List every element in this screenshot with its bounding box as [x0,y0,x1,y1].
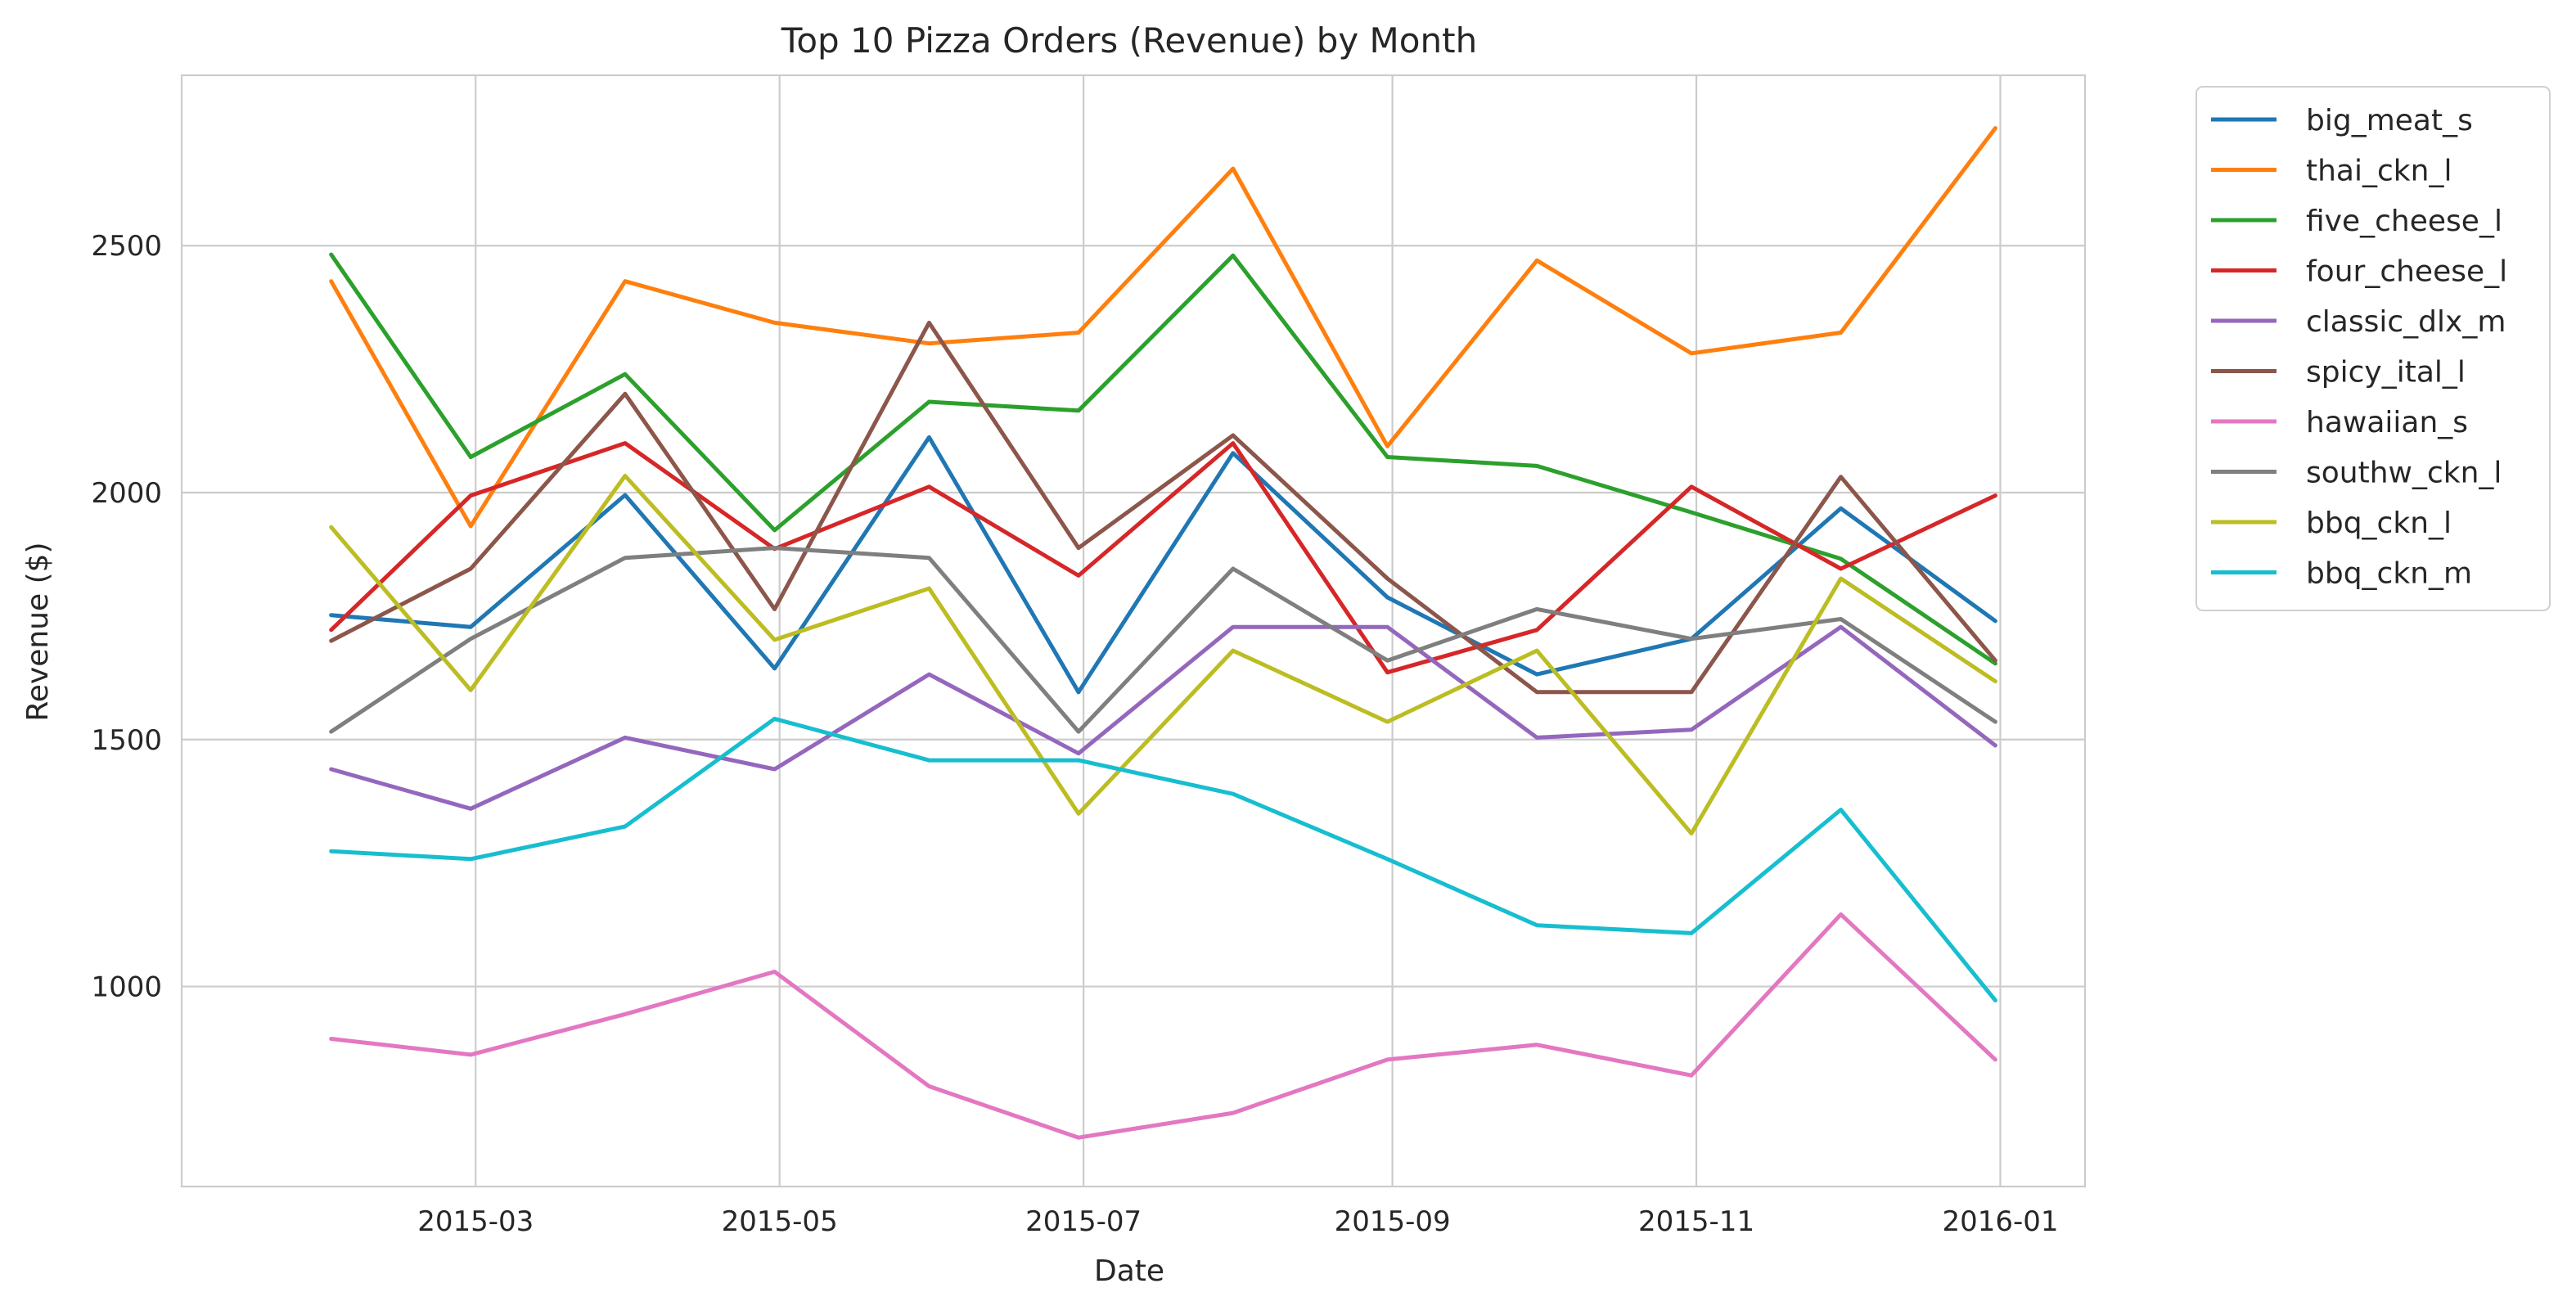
x-tick-label: 2015-05 [722,1205,838,1238]
legend-label: classic_dlx_m [2306,305,2506,339]
x-tick-label: 2015-09 [1335,1205,1451,1238]
x-axis-label: Date [1094,1254,1164,1288]
legend-label: southw_ckn_l [2306,457,2502,490]
x-tick-label: 2015-07 [1025,1205,1142,1238]
legend-label: bbq_ckn_m [2306,557,2472,591]
x-tick-label: 2015-03 [417,1205,534,1238]
legend-label: big_meat_s [2306,104,2473,137]
series-line-five-cheese-l [329,252,1997,666]
y-tick-label: 1000 [91,971,162,1004]
x-tick-labels: 2015-03 2015-05 2015-07 2015-09 2015-11 2016-… [417,1205,2058,1238]
legend: big_meat_s thai_ckn_l five_cheese_l four_ch… [2195,86,2551,611]
legend-label: bbq_ckn_l [2306,507,2452,540]
series-line-classic-dlx-m [329,624,1997,811]
series-line-bbq-ckn-m [329,716,1997,1002]
legend-box [2195,86,2551,611]
y-axis-label: Revenue ($) [21,542,55,721]
series-line-bbq-ckn-l [329,474,1997,835]
y-tick-labels: 1000 1500 2000 2500 [91,230,162,1003]
chart-title: Top 10 Pizza Orders (Revenue) by Month [781,20,1477,61]
legend-label: spicy_ital_l [2306,356,2466,390]
x-tick-label: 2015-11 [1638,1205,1754,1238]
x-tick-label: 2016-01 [1942,1205,2058,1238]
grid-lines [182,75,2085,1187]
series-line-southw-ckn-l [329,546,1997,734]
legend-label: hawaiian_s [2306,406,2468,439]
legend-label: five_cheese_l [2306,205,2502,238]
y-tick-label: 2500 [91,230,162,263]
series-lines [329,126,1997,1140]
series-line-thai-ckn-l [329,126,1997,529]
plot-frame [180,74,2087,1188]
series-line-hawaiian-s [329,912,1997,1140]
series-line-big-meat-s [329,435,1997,695]
y-tick-label: 1500 [91,724,162,757]
legend-label: thai_ckn_l [2306,155,2452,188]
legend-label: four_cheese_l [2306,255,2507,289]
y-tick-label: 2000 [91,477,162,510]
series-line-spicy-ital-l [329,320,1997,695]
series-line-four-cheese-l [329,441,1997,675]
